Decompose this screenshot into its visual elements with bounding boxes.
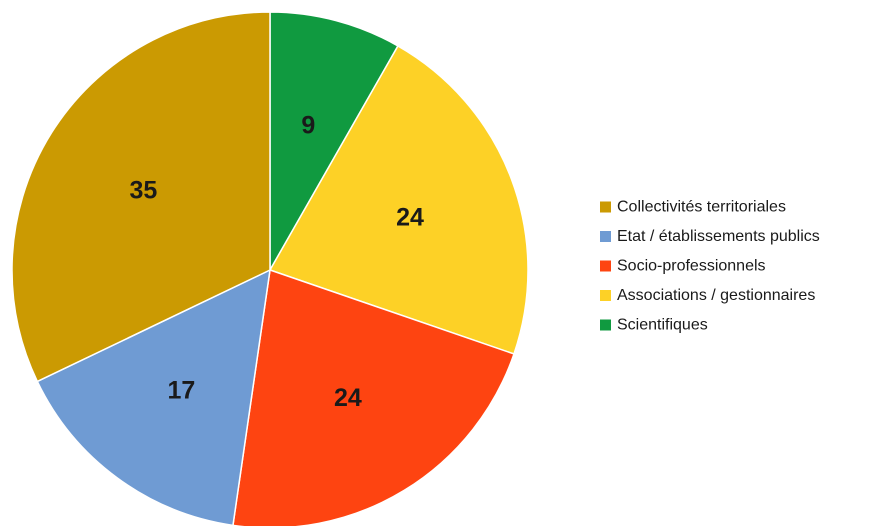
legend-swatch [600,290,611,301]
legend-label: Scientifiques [617,317,708,334]
pie-data-labels: 9 24 24 17 35 [129,111,424,411]
pie-slice-collectivites-territoriales [11,11,271,383]
pie-slices [11,11,529,526]
legend-label: Socio-professionnels [617,258,766,275]
legend-swatch [600,201,611,213]
pie-slice-socio-professionnels [232,268,515,526]
data-label-scientifiques: 9 [301,111,315,139]
data-label-socio-professionnels: 24 [334,384,362,412]
legend-item-associations-gestionnaires: Associations / gestionnaires [600,287,815,304]
legend-swatch [600,231,611,242]
legend-item-scientifiques: Scientifiques [600,317,708,334]
legend-swatch [600,319,611,331]
legend-label: Collectivités territoriales [617,199,786,216]
legend-item-collectivites-territoriales: Collectivités territoriales [600,199,786,216]
data-label-etat-etablissements-publics: 17 [167,377,195,405]
legend-label: Associations / gestionnaires [617,287,815,304]
legend-item-etat-etablissements-publics: Etat / établissements publics [600,228,820,245]
data-label-collectivites-territoriales: 35 [129,176,157,204]
pie-slice-etat-etablissements-publics [36,268,271,526]
legend-label: Etat / établissements publics [617,228,820,245]
legend-item-socio-professionnels: Socio-professionnels [600,258,766,275]
legend-swatch [600,260,611,272]
data-label-associations-gestionnaires: 24 [396,203,424,231]
pie-slice-associations-gestionnaires [268,44,529,355]
pie-slice-scientifiques [269,11,399,273]
chart-legend: Collectivités territoriales Etat / établi… [600,199,820,334]
